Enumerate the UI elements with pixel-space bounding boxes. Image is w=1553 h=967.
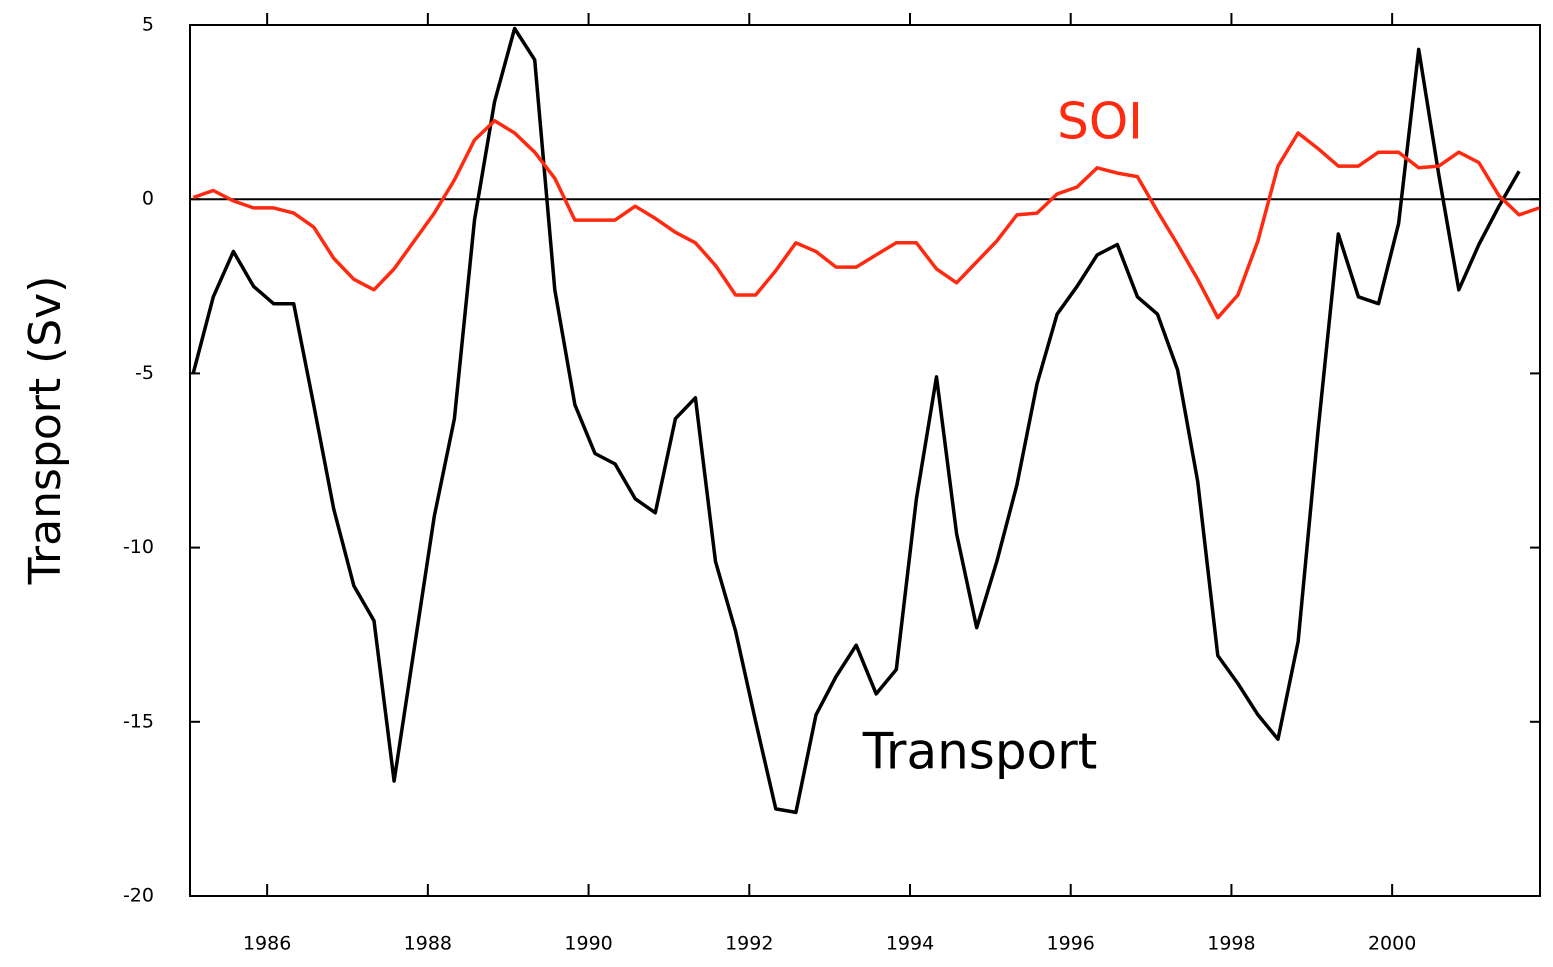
line-series	[191, 26, 1521, 815]
y-tick-label: 5	[142, 14, 154, 36]
x-tick-label: 1998	[1207, 933, 1255, 955]
x-tick-label: 1990	[564, 933, 612, 955]
x-tick-label: 1986	[243, 933, 291, 955]
y-tick-label: 0	[142, 188, 154, 210]
annotation: SOI	[1057, 93, 1143, 151]
y-tick-label: -15	[123, 710, 154, 732]
y-tick-label: -5	[135, 362, 154, 384]
y-tick-label: -10	[123, 536, 154, 558]
y-axis-label: Transport (Sv)	[20, 276, 71, 586]
x-tick-label: 2000	[1368, 933, 1416, 955]
x-tick-label: 1988	[404, 933, 452, 955]
line-series	[192, 119, 1540, 320]
x-tick-label: 1996	[1047, 933, 1095, 955]
y-tick-label: -20	[123, 885, 154, 907]
x-tick-label: 1992	[725, 933, 773, 955]
annotation: Transport	[862, 723, 1098, 781]
x-tick-label: 1994	[886, 933, 934, 955]
plot-frame	[189, 24, 1541, 897]
